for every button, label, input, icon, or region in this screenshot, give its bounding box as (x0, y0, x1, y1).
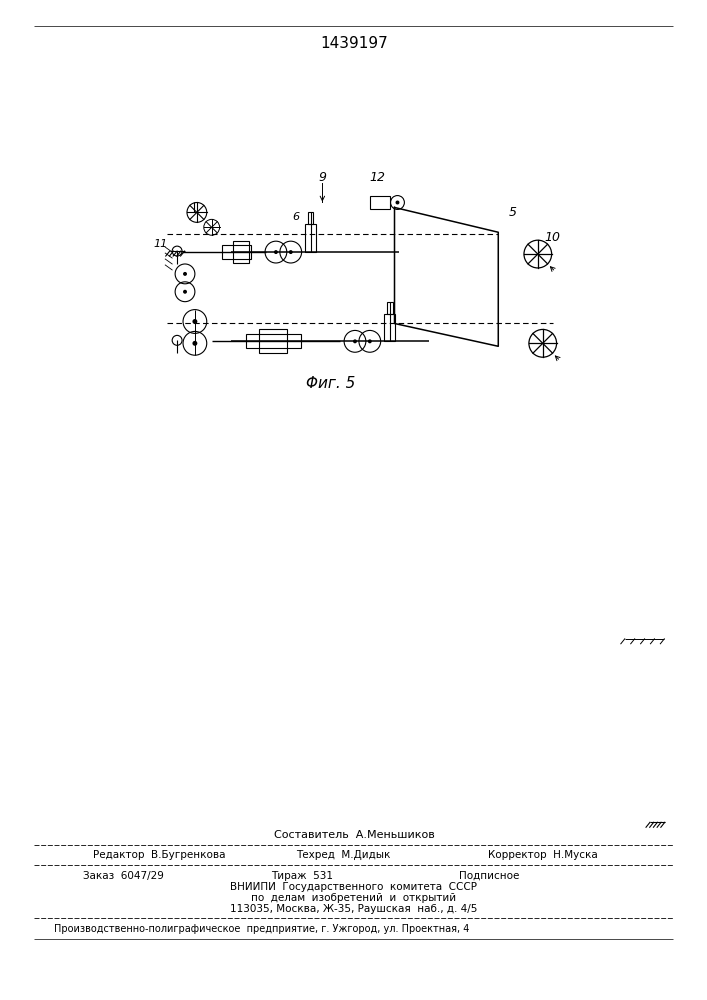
Circle shape (192, 319, 197, 324)
Circle shape (368, 339, 372, 343)
Text: Заказ  6047/29: Заказ 6047/29 (83, 871, 164, 881)
Text: Составитель  А.Меньшиков: Составитель А.Меньшиков (274, 830, 434, 840)
Text: по  делам  изобретений  и  открытий: по делам изобретений и открытий (252, 893, 457, 903)
Text: Подписное: Подписное (459, 871, 519, 881)
Text: Φиг. 5: Φиг. 5 (305, 376, 355, 391)
Bar (387, 302, 392, 314)
Text: ВНИИПИ  Государственного  комитета  СССР: ВНИИПИ Государственного комитета СССР (230, 882, 477, 892)
Text: Производственно-полиграфическое  предприятие, г. Ужгород, ул. Проектная, 4: Производственно-полиграфическое предприя… (54, 924, 469, 934)
Circle shape (288, 250, 293, 254)
Text: Тираж  531: Тираж 531 (271, 871, 333, 881)
Text: 5: 5 (509, 206, 517, 219)
Circle shape (183, 272, 187, 276)
Text: Редактор  В.Бугренкова: Редактор В.Бугренкова (93, 850, 226, 860)
Text: 10: 10 (544, 231, 561, 244)
Bar (305, 224, 317, 252)
Bar (221, 245, 251, 259)
Bar (246, 334, 300, 348)
Text: 6: 6 (292, 212, 299, 222)
Text: 1439197: 1439197 (320, 36, 388, 51)
Text: 11: 11 (153, 239, 168, 249)
Bar (370, 196, 390, 209)
Bar (384, 314, 395, 341)
Text: Техред  М.Дидык: Техред М.Дидык (296, 850, 390, 860)
Text: 113035, Москва, Ж-35, Раушская  наб., д. 4/5: 113035, Москва, Ж-35, Раушская наб., д. … (230, 904, 478, 914)
Circle shape (274, 250, 278, 254)
Text: 12: 12 (370, 171, 386, 184)
Bar (233, 241, 250, 263)
Bar (308, 212, 313, 224)
Circle shape (395, 201, 399, 204)
Circle shape (353, 339, 357, 343)
Circle shape (183, 290, 187, 294)
Bar (259, 329, 287, 353)
Text: 9: 9 (318, 171, 327, 184)
Text: Корректор  Н.Муска: Корректор Н.Муска (489, 850, 598, 860)
Circle shape (192, 341, 197, 346)
